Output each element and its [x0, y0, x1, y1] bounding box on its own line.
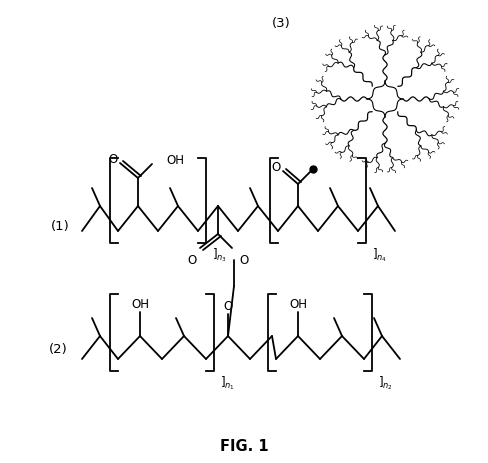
Text: OH: OH [131, 298, 149, 311]
Text: $]_{n_2}$: $]_{n_2}$ [377, 373, 392, 391]
Text: O: O [271, 161, 280, 174]
Text: (1): (1) [51, 220, 69, 233]
Text: $]_{n_3}$: $]_{n_3}$ [212, 245, 226, 263]
Text: $]_{n_1}$: $]_{n_1}$ [220, 373, 235, 391]
Text: O: O [239, 253, 248, 266]
Text: $]_{n_4}$: $]_{n_4}$ [371, 245, 386, 263]
Text: O: O [223, 300, 232, 313]
Text: O: O [187, 253, 196, 266]
Text: O: O [108, 153, 118, 166]
Text: OH: OH [288, 298, 306, 311]
Text: FIG. 1: FIG. 1 [219, 438, 268, 454]
Text: (3): (3) [272, 17, 290, 30]
Text: (2): (2) [48, 343, 67, 356]
Text: OH: OH [165, 154, 183, 167]
